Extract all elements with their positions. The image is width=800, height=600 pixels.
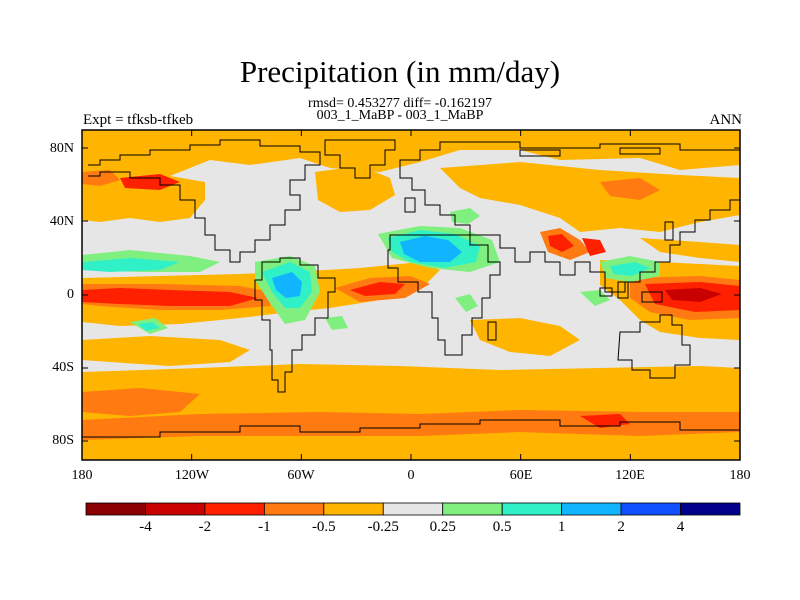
south-pacific-wetting-core <box>138 322 160 331</box>
lat-label-40s: 40S <box>52 360 74 375</box>
coast-greenland <box>324 139 396 179</box>
stats-subtitle: rmsd= 0.453277 diff= -0.162197 <box>308 96 492 111</box>
colorbar-label: -1 <box>258 519 271 535</box>
colorbar <box>85 502 741 516</box>
colorbar-label: 2 <box>617 519 625 535</box>
siberia-orange <box>440 162 740 232</box>
experiment-label: Expt = tfksb-tfkeb <box>83 112 194 128</box>
precipitation-field <box>82 130 740 460</box>
colorbar-swatch <box>501 502 563 516</box>
axis-tick-marks <box>81 130 741 460</box>
coast-japan <box>664 221 674 241</box>
colorbar-swatch <box>680 502 741 516</box>
lat-label-80n: 80N <box>49 141 74 156</box>
coast-uk <box>404 197 416 213</box>
colorbar-label: 4 <box>676 519 685 535</box>
colorbar-label: -0.25 <box>367 519 399 535</box>
pacific-itcz-core <box>82 288 258 306</box>
coast-eurasia <box>399 141 740 293</box>
lon-label-120e: 120E <box>615 468 645 483</box>
lon-label-120w: 120W <box>174 468 210 483</box>
south-africa-wetting <box>455 294 478 312</box>
cases-subtitle: 003_1_MaBP - 003_1_MaBP <box>316 108 484 123</box>
siberia-drying-patch <box>600 178 660 200</box>
antarctica-interior <box>82 446 740 460</box>
south-pacific-orange <box>82 336 250 366</box>
indian-ocean-orange <box>470 318 580 356</box>
southern-ocean-drying <box>82 388 200 416</box>
colorbar-swatch <box>323 502 384 516</box>
lat-label-80s: 80S <box>52 433 74 448</box>
antarctic-rim-core <box>580 414 630 428</box>
plot-title: Precipitation (in mm/day) <box>239 54 561 89</box>
indonesia-wetting <box>580 290 610 306</box>
colorbar-label: -4 <box>139 519 152 535</box>
colorbar-label: 0.5 <box>492 519 512 535</box>
atlantic-itcz-core <box>350 282 405 296</box>
colorbar-swatch <box>382 502 444 516</box>
coast-indonesia <box>599 281 663 303</box>
colorbar-label: -2 <box>198 519 212 535</box>
coastlines <box>82 139 740 438</box>
asia-monsoon-core <box>548 234 574 252</box>
sahara-wetting-core <box>400 236 462 262</box>
europe-wetting <box>450 208 480 224</box>
colorbar-swatch <box>620 502 681 516</box>
lat-label-40n: 40N <box>49 214 74 229</box>
east-asia-wetting-core <box>610 262 650 276</box>
colorbar-swatch <box>85 502 146 516</box>
north-pacific-orange <box>640 238 740 262</box>
west-pacific-extreme <box>665 288 722 302</box>
colorbar-swatch <box>561 502 622 516</box>
lon-label-180w: 180 <box>71 468 93 483</box>
colorbar-swatch <box>204 502 265 516</box>
lon-label-0: 0 <box>407 468 415 483</box>
colorbar-label: -0.5 <box>311 519 336 535</box>
coast-arctic-islands <box>519 147 661 157</box>
colorbar-label: 0.25 <box>429 519 456 535</box>
coast-madagascar <box>487 321 497 341</box>
colorbar-swatch <box>442 502 503 516</box>
colorbar-swatch <box>263 502 325 516</box>
lat-label-eq: 0 <box>67 287 74 302</box>
colorbar-swatch <box>145 502 206 516</box>
coast-australia <box>617 314 691 379</box>
antarctic-rim-drying <box>82 410 740 440</box>
lon-label-60w: 60W <box>287 468 315 483</box>
coast-africa <box>387 234 501 356</box>
colorbar-label: 1 <box>557 519 566 535</box>
coast-south-america <box>254 257 336 393</box>
coast-antarctica <box>82 419 740 438</box>
south-atlantic-wetting <box>325 316 348 330</box>
season-label: ANN <box>709 112 743 128</box>
coast-north-america <box>88 139 321 263</box>
tibet-drying <box>582 238 606 256</box>
east-pacific-wetting-core <box>82 258 180 272</box>
lon-label-60e: 60E <box>509 468 533 483</box>
arctic-drying-band <box>82 130 740 176</box>
pacific-north-drying <box>82 170 120 186</box>
north-atlantic-orange <box>315 166 395 212</box>
lon-label-180e: 180 <box>729 468 751 483</box>
amazon-wetting-core <box>272 272 302 298</box>
